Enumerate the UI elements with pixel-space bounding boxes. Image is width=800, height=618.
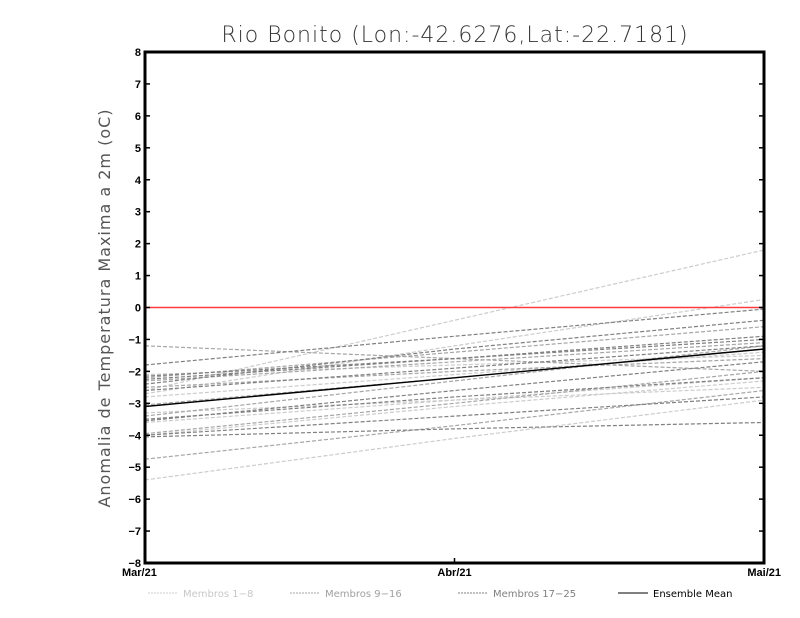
y-tick-label: 2 <box>135 239 141 251</box>
y-tick-label: −4 <box>128 430 141 442</box>
y-tick-label: 0 <box>135 303 141 315</box>
member-line-m3 <box>144 399 765 481</box>
member-line-m17 <box>144 308 765 366</box>
member-line-m13 <box>144 342 765 382</box>
member-line-m22 <box>144 396 765 436</box>
member-line-m11 <box>144 345 765 417</box>
member-line-m12 <box>144 389 765 460</box>
y-tick-label: 3 <box>135 207 141 219</box>
chart-title: Rio Bonito (Lon:-42.6276,Lat:-22.7181) <box>221 23 688 48</box>
y-axis-label: Anomalia de Temperatura Maxima a 2m (oC) <box>95 108 114 507</box>
y-tick-label: 7 <box>135 79 141 91</box>
y-tick-label: 8 <box>135 47 141 59</box>
ensemble-mean-line <box>144 348 765 408</box>
x-tick-label: Mai/21 <box>747 567 781 579</box>
y-tick-label: −2 <box>128 366 141 378</box>
y-tick-label: 4 <box>135 175 142 187</box>
member-line-m7 <box>144 351 765 398</box>
member-line-m20 <box>144 361 765 422</box>
legend-label-2: Membros 17−25 <box>493 589 576 600</box>
y-tick-label: −8 <box>128 558 141 570</box>
y-tick-label: −6 <box>128 494 141 506</box>
member-line-m8 <box>144 377 765 424</box>
y-tick-label: −5 <box>128 462 141 474</box>
legend-label-0: Membros 1−8 <box>183 589 253 600</box>
legend-label-1: Membros 9−16 <box>325 589 402 600</box>
member-line-m5 <box>144 386 765 414</box>
member-line-m21 <box>144 338 765 377</box>
x-tick-label: Mar/21 <box>122 567 157 579</box>
member-line-m10 <box>144 326 765 379</box>
y-tick-label: −7 <box>128 526 141 538</box>
member-line-m14 <box>144 370 765 435</box>
member-line-m15 <box>144 358 765 388</box>
y-tick-label: −3 <box>128 398 141 410</box>
y-tick-label: −1 <box>128 334 141 346</box>
member-line-m23 <box>144 319 765 385</box>
y-tick-label: 6 <box>135 111 141 123</box>
x-tick-label: Abr/21 <box>437 567 471 579</box>
member-line-m6 <box>144 380 765 436</box>
member-line-m2 <box>144 298 765 395</box>
member-line-m19 <box>144 421 765 438</box>
member-line-m25 <box>144 345 765 392</box>
member-line-m24 <box>144 377 765 420</box>
y-tick-label: 1 <box>135 271 141 283</box>
member-line-m1 <box>144 249 765 392</box>
y-tick-label: 5 <box>135 143 141 155</box>
legend-label-3: Ensemble Mean <box>653 589 732 600</box>
